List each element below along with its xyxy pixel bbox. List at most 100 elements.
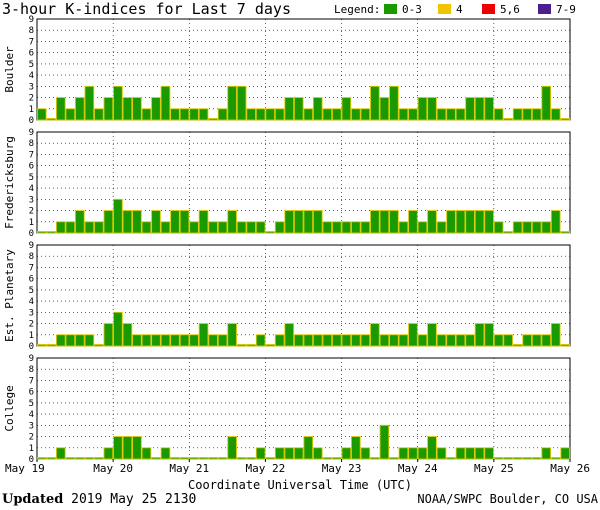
k-index-bar	[103, 447, 114, 460]
y-tick-label: 5	[29, 286, 34, 296]
k-index-bar	[370, 210, 380, 234]
k-index-bar	[522, 221, 532, 234]
k-index-bar	[55, 97, 66, 121]
y-tick-label: 7	[29, 376, 34, 386]
k-index-bar	[341, 97, 352, 121]
k-index-bar	[436, 221, 447, 234]
station-label: College	[3, 385, 16, 431]
legend-item-0-3: 0-3	[384, 3, 422, 16]
k-index-bar	[179, 457, 190, 460]
y-tick-label: 0	[29, 229, 34, 239]
k-index-bar	[293, 447, 304, 460]
k-index-bar	[332, 457, 342, 460]
k-index-bar	[503, 457, 513, 460]
k-index-bar	[46, 118, 57, 121]
k-index-bar	[312, 447, 323, 460]
legend-swatch-red	[482, 4, 495, 14]
k-index-bar	[160, 334, 171, 347]
k-index-bar	[474, 210, 485, 234]
k-index-bar	[550, 323, 561, 347]
y-tick-label: 8	[29, 26, 34, 36]
k-index-bar	[303, 210, 314, 234]
k-index-bar	[522, 457, 532, 460]
y-tick-label: 2	[29, 207, 34, 217]
k-index-bar	[122, 436, 133, 460]
k-index-bar	[113, 436, 123, 460]
k-index-bar	[303, 334, 314, 347]
k-index-bar	[84, 334, 95, 347]
k-index-bar	[503, 334, 513, 347]
k-index-bar	[198, 210, 209, 234]
k-index-bar	[208, 334, 218, 347]
k-index-bar	[446, 334, 456, 347]
k-index-bar	[379, 334, 390, 347]
y-tick-label: 3	[29, 421, 34, 431]
k-index-bar	[503, 231, 513, 234]
k-index-bar	[122, 97, 133, 121]
k-index-bar	[408, 447, 418, 460]
k-index-bar	[84, 221, 95, 234]
k-index-bar	[389, 210, 399, 234]
k-index-bar	[84, 457, 95, 460]
k-index-bar	[75, 97, 85, 121]
k-index-bar	[493, 334, 504, 347]
k-index-bar	[531, 221, 542, 234]
k-index-bar	[474, 97, 485, 121]
k-index-bar	[284, 447, 295, 460]
legend-label: Legend:	[334, 3, 381, 16]
y-tick-label: 7	[29, 37, 34, 47]
k-index-bar	[398, 108, 409, 121]
k-index-bar	[189, 108, 199, 121]
k-index-bar	[312, 210, 323, 234]
k-index-bar	[189, 457, 199, 460]
station-label: Est. Planetary	[3, 249, 16, 342]
chart-title: 3-hour K-indices for Last 7 days	[2, 0, 291, 18]
k-index-bar	[436, 108, 447, 121]
k-index-bar	[465, 97, 475, 121]
k-index-bar	[484, 323, 494, 347]
k-index-bar	[465, 447, 475, 460]
y-tick-label: 9	[29, 241, 34, 251]
k-index-bar	[265, 457, 275, 460]
k-index-bar	[303, 108, 314, 121]
y-tick-label: 1	[29, 444, 34, 454]
k-index-bar	[541, 334, 552, 347]
k-index-bar	[103, 97, 114, 121]
k-index-bar	[84, 85, 95, 121]
k-index-bar	[332, 108, 342, 121]
k-index-bar	[151, 97, 161, 121]
y-tick-label: 7	[29, 150, 34, 160]
k-index-bar	[408, 323, 418, 347]
y-tick-label: 8	[29, 252, 34, 262]
k-index-bar	[493, 108, 504, 121]
k-index-bar	[208, 221, 218, 234]
k-index-bar	[36, 108, 47, 121]
k-index-bar	[560, 447, 571, 460]
y-tick-label: 5	[29, 60, 34, 70]
k-index-bar	[474, 323, 485, 347]
station-label: Boulder	[3, 46, 16, 93]
x-tick-label: May 20	[93, 462, 133, 475]
k-index-bar	[389, 334, 399, 347]
k-index-bar	[113, 198, 123, 234]
k-index-bar	[265, 231, 275, 234]
k-index-bar	[65, 334, 76, 347]
k-index-bar	[113, 311, 123, 347]
k-index-bar	[151, 210, 161, 234]
k-index-bar	[474, 447, 485, 460]
k-index-bar	[379, 97, 390, 121]
credit-text: NOAA/SWPC Boulder, CO USA	[417, 492, 598, 506]
k-index-bar	[560, 231, 571, 234]
k-index-bar	[94, 108, 104, 121]
k-index-bar	[465, 334, 475, 347]
x-tick-label: May 25	[474, 462, 514, 475]
k-index-bar	[455, 108, 466, 121]
k-index-bar	[55, 447, 66, 460]
k-index-bar	[417, 334, 428, 347]
y-tick-label: 5	[29, 399, 34, 409]
k-index-bar	[274, 334, 285, 347]
k-index-bar	[265, 108, 275, 121]
k-index-bar	[455, 334, 466, 347]
k-index-bar	[236, 344, 247, 347]
k-index-bar	[351, 436, 361, 460]
